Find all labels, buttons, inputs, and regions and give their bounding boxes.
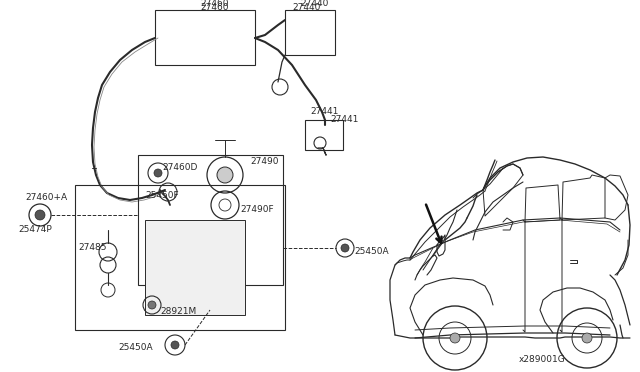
Text: 27490F: 27490F (240, 205, 274, 215)
Text: 27440: 27440 (293, 3, 321, 13)
Circle shape (582, 333, 592, 343)
Text: 27441: 27441 (310, 107, 339, 116)
Text: x289001G: x289001G (518, 356, 565, 365)
Text: 27441: 27441 (330, 115, 358, 125)
Circle shape (217, 167, 233, 183)
Bar (145, 220, 245, 315)
Circle shape (35, 210, 45, 220)
Bar (285, 10, 335, 55)
Text: 27490: 27490 (250, 157, 278, 167)
Bar (75, 185, 285, 330)
Text: 25450A: 25450A (354, 247, 388, 257)
Circle shape (341, 244, 349, 252)
Text: 27440: 27440 (301, 0, 329, 8)
Circle shape (148, 301, 156, 309)
Bar (155, 10, 255, 65)
Bar (305, 120, 343, 150)
Text: 27460: 27460 (201, 0, 229, 8)
Text: 25450A: 25450A (118, 343, 152, 353)
Circle shape (154, 169, 162, 177)
Text: 25450F: 25450F (145, 190, 179, 199)
Text: 27460+A: 27460+A (25, 193, 67, 202)
Text: 28921M: 28921M (160, 308, 196, 317)
Text: 27485: 27485 (78, 244, 106, 253)
Circle shape (171, 341, 179, 349)
Text: 27460: 27460 (201, 3, 229, 13)
Bar (138, 155, 283, 285)
Text: 25474P: 25474P (18, 225, 52, 234)
Circle shape (450, 333, 460, 343)
Text: 27460D: 27460D (162, 164, 197, 173)
